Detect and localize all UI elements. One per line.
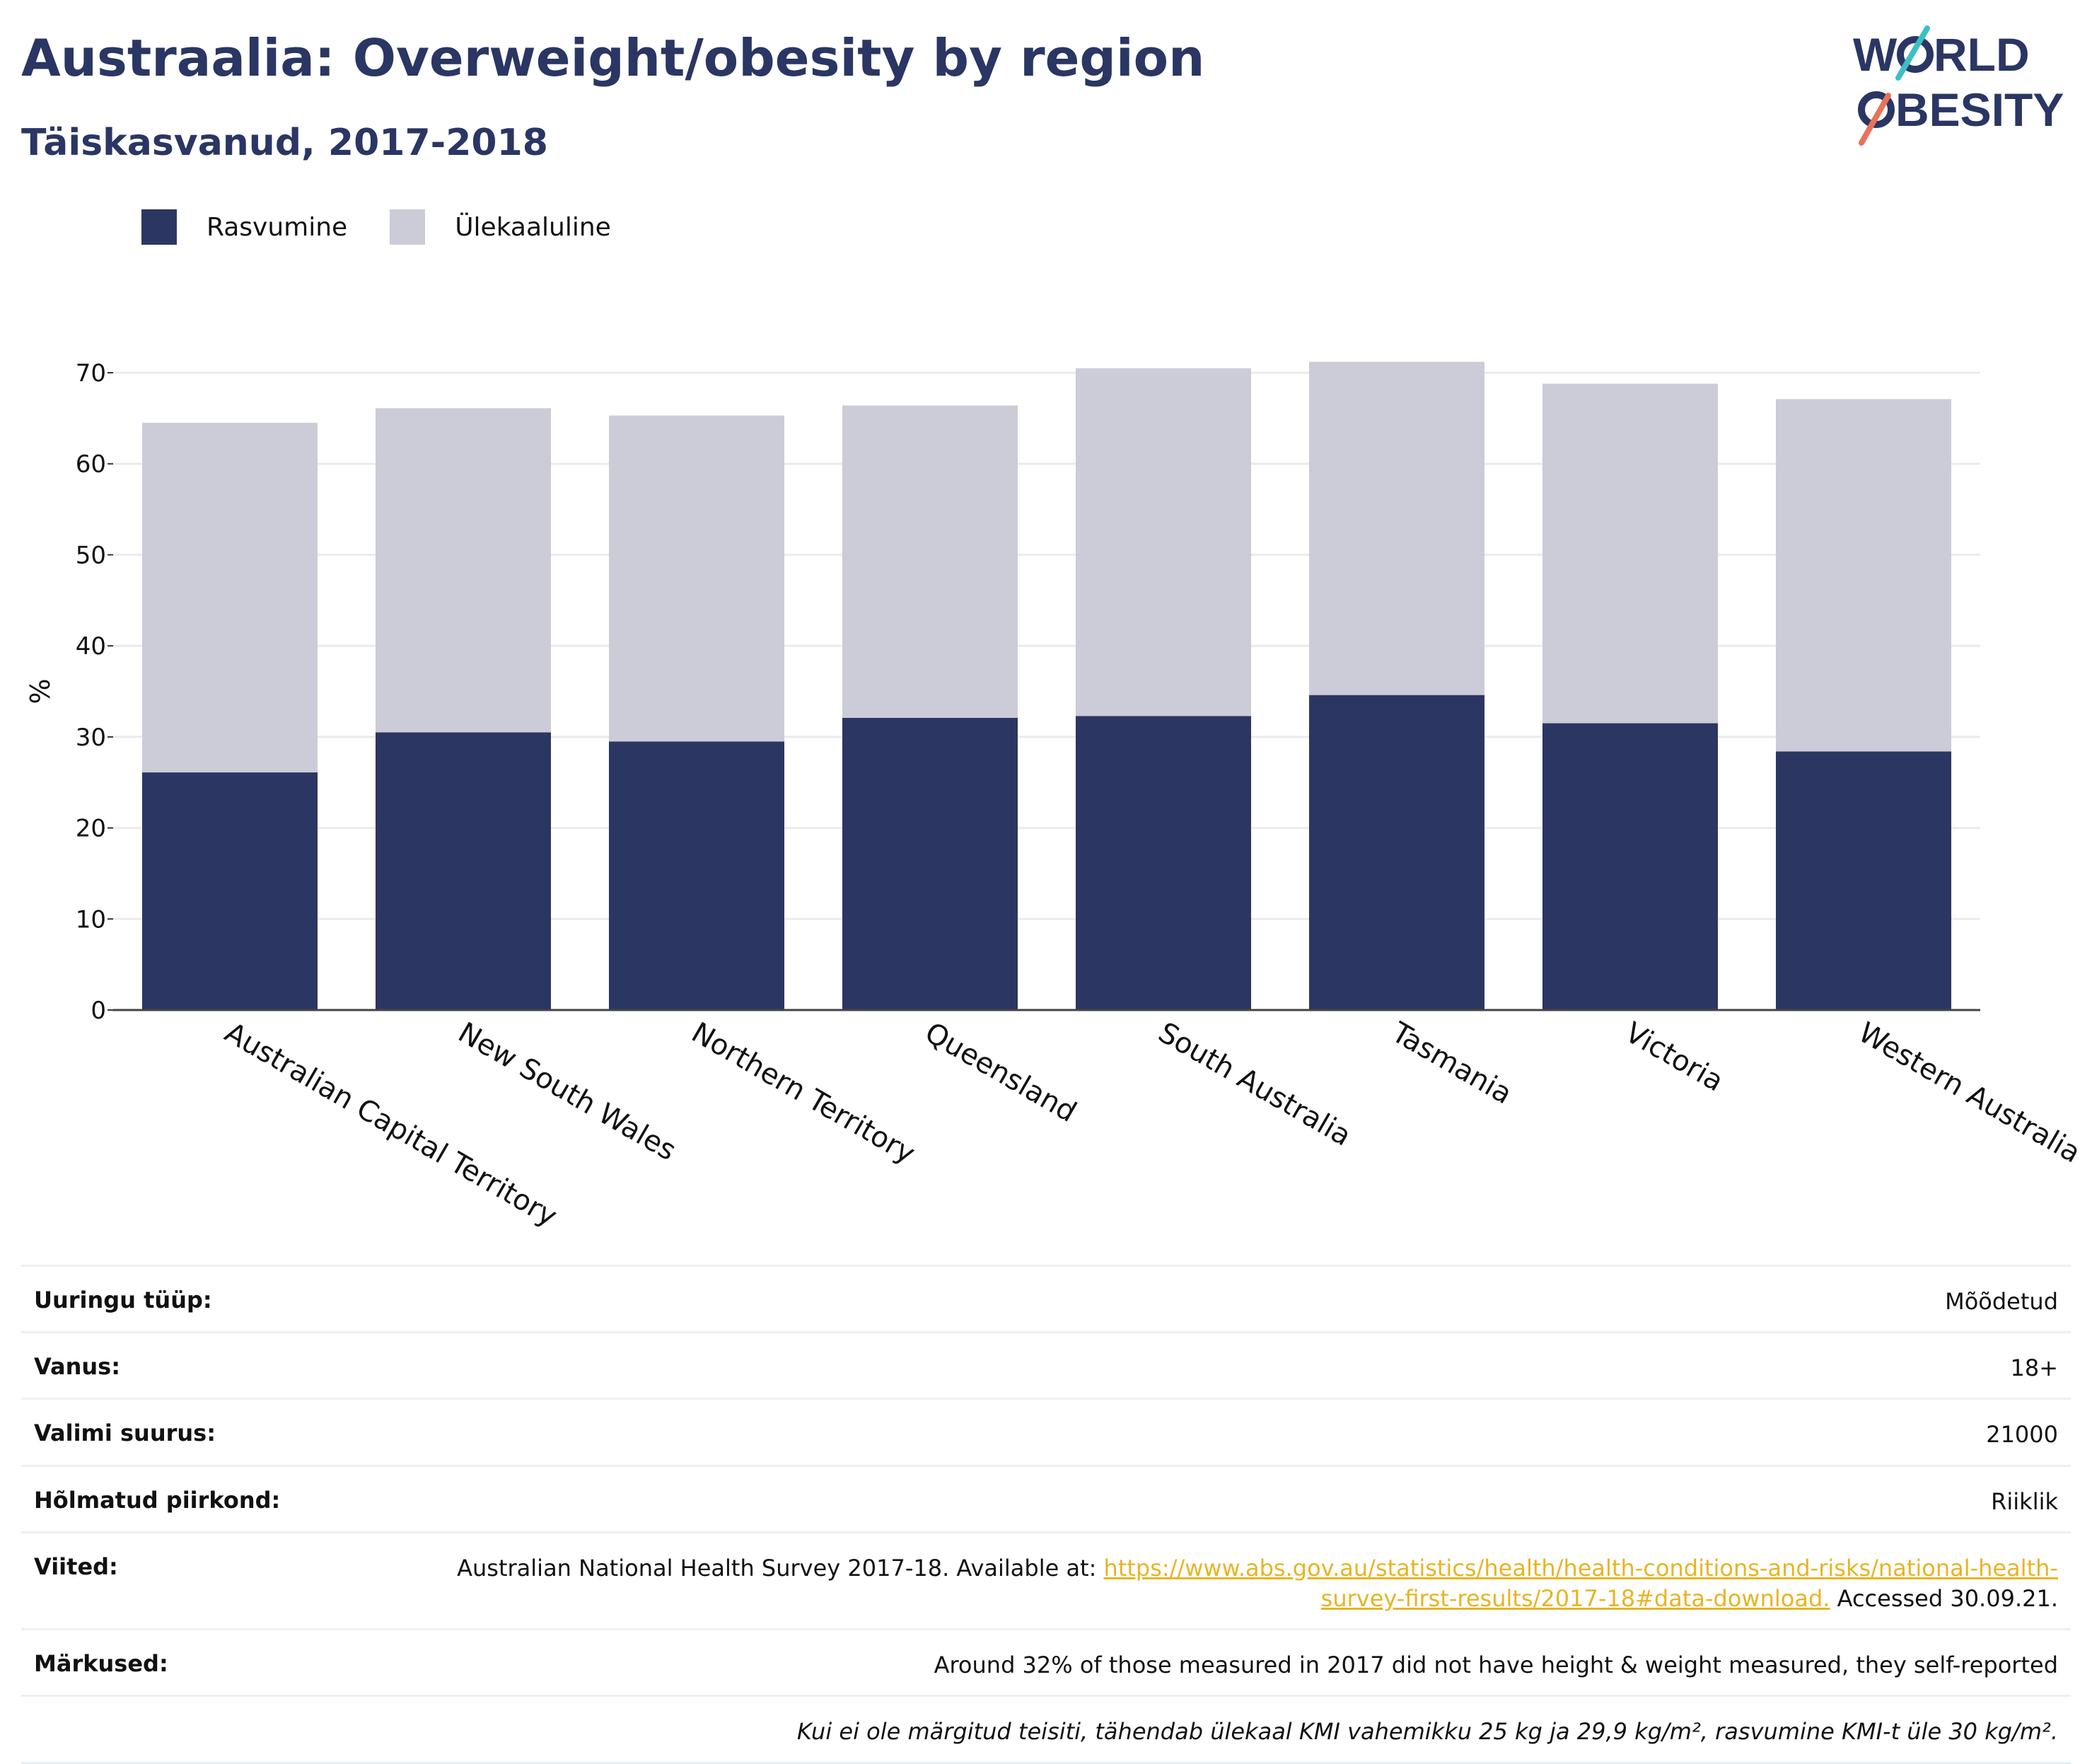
meta-row-footnote: Kui ei ole märgitud teisiti, tähendab ül… (21, 1695, 2071, 1764)
bar-overweight (142, 422, 318, 773)
legend-swatch-overweight (390, 209, 426, 245)
bar-obesity (142, 772, 318, 1010)
y-tick-label: 30 (76, 724, 106, 752)
meta-row-coverage: Hõlmatud piirkond: Riiklik (21, 1464, 2071, 1531)
y-axis-label: % (25, 678, 56, 704)
meta-row-sample-size: Valimi suurus: 21000 (21, 1398, 2071, 1464)
bar-overweight (1542, 383, 1718, 724)
bar-overweight (376, 408, 551, 733)
x-tick-label: South Australia (1153, 1016, 1356, 1153)
x-tick-label: Tasmania (1385, 1016, 1517, 1110)
reference-accessed: Accessed 30.09.21. (1830, 1584, 2058, 1612)
meta-row-remarks: Märkused: Around 32% of those measured i… (21, 1628, 2071, 1695)
bar-obesity (1309, 695, 1484, 1010)
legend-label-obesity: Rasvumine (207, 212, 348, 242)
bar-obesity (842, 717, 1018, 1010)
x-tick-label: New South Wales (453, 1016, 682, 1167)
bar-obesity (1776, 751, 1951, 1010)
y-tick-label: 50 (76, 541, 106, 569)
svg-text:W: W (1853, 28, 1898, 81)
x-tick-label: Western Australia (1853, 1016, 2086, 1170)
bar-obesity (1542, 723, 1718, 1010)
meta-value: 21000 (1986, 1421, 2058, 1449)
meta-value: Mõõdetud (1945, 1288, 2058, 1315)
y-tick-label: 40 (76, 632, 106, 661)
y-tick-label: 0 (91, 997, 106, 1025)
y-tick-label: 10 (76, 905, 106, 934)
meta-value: Around 32% of those measured in 2017 did… (934, 1652, 2058, 1679)
meta-key: Uuringu tüüp: (34, 1287, 212, 1313)
bar-overweight (1309, 361, 1484, 695)
bar-obesity (376, 732, 551, 1010)
svg-text:RLD: RLD (1934, 28, 2030, 81)
y-tick-label: 60 (76, 451, 106, 479)
meta-value: Australian National Health Survey 2017-1… (431, 1553, 2058, 1614)
meta-key: Valimi suurus: (34, 1420, 216, 1447)
legend-item-overweight[interactable]: Ülekaaluline (390, 209, 611, 245)
bar-obesity (1076, 716, 1251, 1010)
meta-row-survey-type: Uuringu tüüp: Mõõdetud (21, 1265, 2071, 1331)
y-tick-label: 70 (76, 359, 106, 388)
footnote: Kui ei ole märgitud teisiti, tähendab ül… (796, 1718, 2058, 1746)
world-obesity-logo: W RLD BESITY (1853, 25, 2064, 146)
bar-overweight (842, 405, 1018, 718)
meta-value: 18+ (2010, 1354, 2058, 1382)
x-tick-label: Victoria (1620, 1016, 1728, 1098)
x-tick-label: Northern Territory (686, 1016, 920, 1171)
meta-key: Märkused: (34, 1650, 168, 1678)
meta-row-age: Vanus: 18+ (21, 1331, 2071, 1398)
meta-key: Viited: (34, 1553, 118, 1580)
reference-text: Australian National Health Survey 2017-1… (457, 1554, 1104, 1582)
page-subtitle: Täiskasvanud, 2017-2018 (21, 122, 548, 164)
bar-overweight (609, 415, 784, 742)
bar-obesity (609, 741, 784, 1010)
x-tick-label: Queensland (919, 1016, 1082, 1129)
meta-row-references: Viited: Australian National Health Surve… (21, 1531, 2071, 1628)
chart-legend: Rasvumine Ülekaaluline (141, 209, 653, 245)
legend-label-overweight: Ülekaaluline (455, 212, 611, 242)
metadata-table: Uuringu tüüp: Mõõdetud Vanus: 18+ Valimi… (21, 1265, 2071, 1764)
bar-overweight (1076, 368, 1251, 716)
meta-key: Vanus: (34, 1353, 121, 1381)
svg-text:BESITY: BESITY (1895, 83, 2064, 136)
legend-item-obesity[interactable]: Rasvumine (141, 209, 347, 245)
page-title: Austraalia: Overweight/obesity by region (21, 28, 1205, 88)
meta-value: Riiklik (1991, 1487, 2058, 1515)
meta-key: Hõlmatud piirkond: (34, 1486, 281, 1514)
reference-link[interactable]: https://www.abs.gov.au/statistics/health… (1103, 1554, 2058, 1612)
bar-overweight (1776, 399, 1951, 752)
y-tick-label: 20 (76, 815, 106, 843)
legend-swatch-obesity (141, 209, 177, 245)
